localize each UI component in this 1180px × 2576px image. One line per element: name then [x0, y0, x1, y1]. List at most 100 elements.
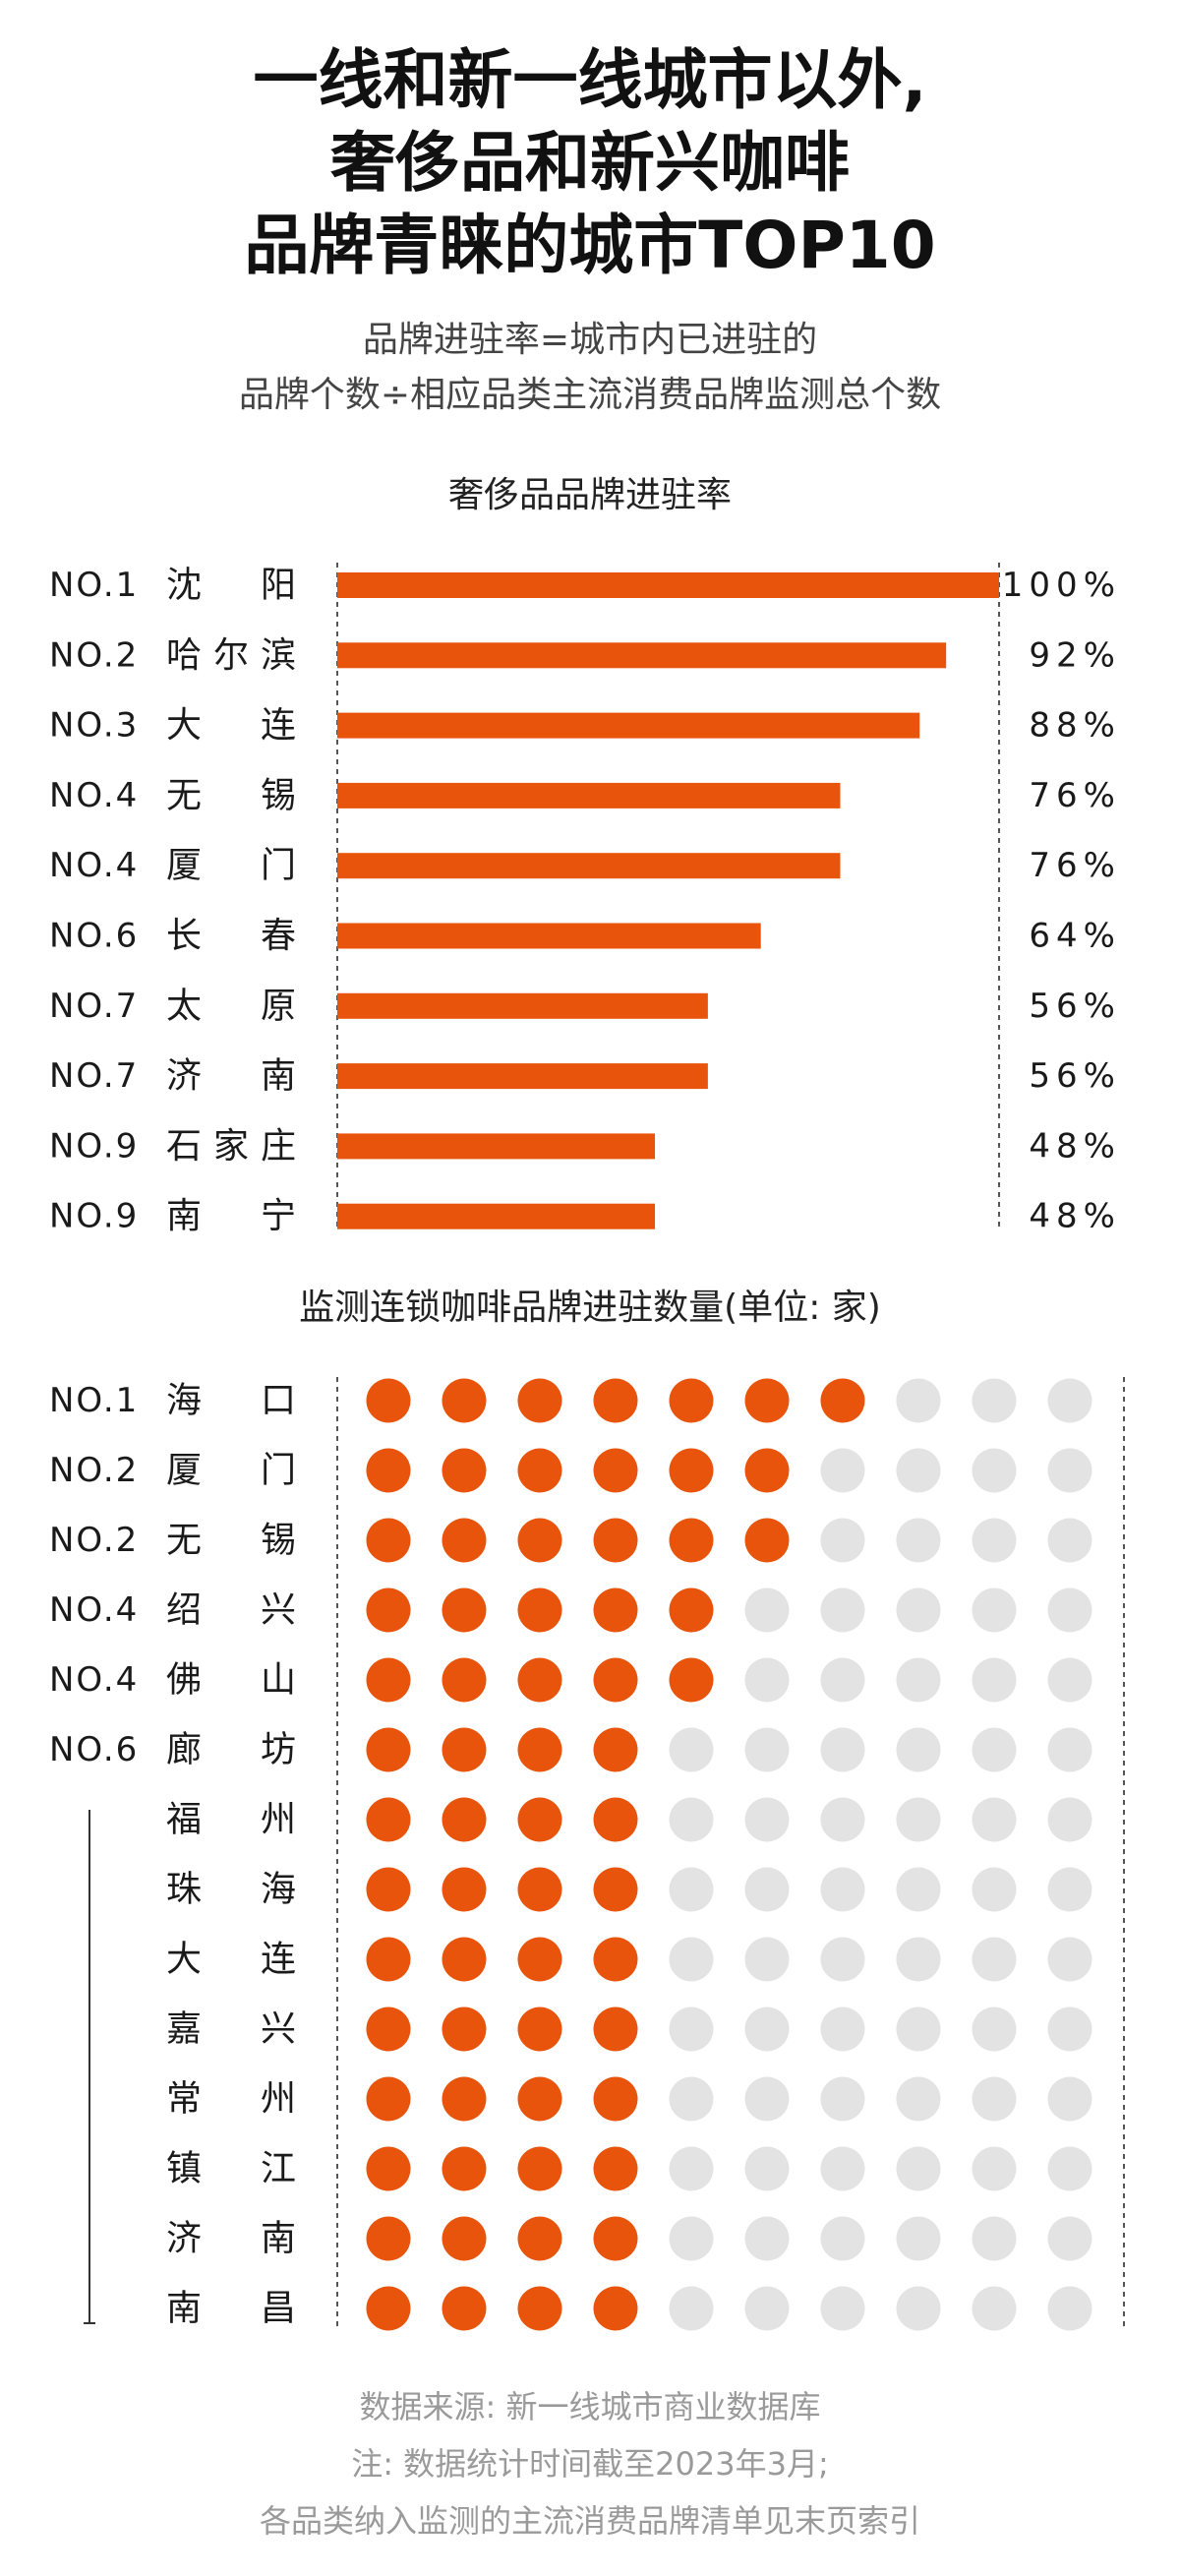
coffee-dot-filled	[517, 2286, 562, 2331]
footer-note-2: 各品类纳入监测的主流消费品牌清单见末页索引	[259, 2502, 920, 2540]
coffee-dot-empty	[896, 1378, 941, 1423]
coffee-city-label-char: 佛	[166, 1660, 202, 1701]
coffee-dot-empty	[744, 1797, 790, 1842]
luxury-rank-label: NO.6	[49, 917, 139, 956]
coffee-dot-empty	[669, 1797, 714, 1842]
coffee-dot-filled	[593, 1797, 638, 1842]
coffee-dot-empty	[1047, 1588, 1092, 1633]
coffee-dot-empty	[1047, 2007, 1092, 2052]
luxury-city-label-char: 南	[166, 1196, 202, 1236]
coffee-dot-empty	[1047, 1657, 1092, 1703]
footer: 数据来源: 新一线城市商业数据库 注: 数据统计时间截至2023年3月; 各品类…	[0, 2378, 1180, 2549]
footer-note: 注: 数据统计时间截至2023年3月;	[351, 2445, 829, 2483]
luxury-bar	[337, 1133, 656, 1160]
coffee-city-label-char: 坊	[261, 1730, 296, 1770]
coffee-dot-filled	[366, 1797, 411, 1842]
luxury-city-label-char: 哈	[166, 635, 202, 676]
coffee-dot-filled	[442, 1797, 487, 1842]
coffee-dot-empty	[820, 2007, 865, 2052]
coffee-dot-filled	[442, 1727, 487, 1772]
coffee-dot-empty	[972, 1588, 1017, 1633]
coffee-dot-empty	[972, 1657, 1017, 1703]
coffee-city-label-char: 南	[261, 2219, 296, 2259]
coffee-city-label-char: 镇	[166, 2149, 202, 2189]
subtitle-line-1: 品牌进驻率=城市内已进驻的	[362, 320, 818, 360]
coffee-city-label-char: 廊	[166, 1730, 202, 1770]
coffee-city-label-char: 珠	[166, 1870, 202, 1910]
luxury-city-label-char: 大	[166, 705, 202, 746]
coffee-dot-empty	[820, 2216, 865, 2261]
coffee-dot-empty	[1047, 2146, 1092, 2191]
coffee-dot-filled	[744, 1518, 790, 1563]
coffee-dot-filled	[366, 1518, 411, 1563]
luxury-bar	[337, 1203, 656, 1229]
coffee-dot-empty	[820, 1518, 865, 1563]
coffee-dot-empty	[744, 2076, 790, 2122]
luxury-city-label-char: 沈	[166, 566, 202, 606]
luxury-value-label: 76%	[1029, 776, 1121, 815]
luxury-city-label-char: 宁	[261, 1196, 296, 1236]
coffee-dot-empty	[1047, 1448, 1092, 1493]
coffee-dot-empty	[669, 2146, 714, 2191]
coffee-dot-empty	[1047, 1937, 1092, 1982]
luxury-rank-label: NO.4	[49, 846, 139, 885]
coffee-dot-empty	[972, 2146, 1017, 2191]
luxury-city-label-char: 庄	[261, 1126, 296, 1167]
coffee-city-label-char: 海	[166, 1381, 202, 1421]
coffee-dot-filled	[593, 1937, 638, 1982]
luxury-city-label-char: 滨	[261, 635, 296, 676]
luxury-city-label-char: 门	[261, 846, 296, 886]
coffee-dot-filled	[517, 1518, 562, 1563]
coffee-dot-empty	[896, 2076, 941, 2122]
coffee-dot-empty	[972, 2007, 1017, 2052]
coffee-dot-empty	[896, 1657, 941, 1703]
coffee-dot-empty	[820, 1937, 865, 1982]
luxury-city-label-char: 石	[166, 1126, 202, 1167]
coffee-dot-empty	[896, 1588, 941, 1633]
coffee-dot-empty	[820, 1727, 865, 1772]
luxury-value-label: 100%	[1002, 566, 1121, 605]
coffee-dot-filled	[593, 1378, 638, 1423]
luxury-bar	[337, 853, 841, 879]
coffee-dot-empty	[896, 1727, 941, 1772]
luxury-city-label-char: 南	[261, 1056, 296, 1097]
coffee-dot-filled	[593, 2286, 638, 2331]
luxury-city-label-char: 家	[213, 1126, 249, 1167]
luxury-rank-label: NO.9	[49, 1197, 139, 1236]
luxury-bar	[337, 923, 761, 949]
title-line-1: 一线和新一线城市以外,	[253, 42, 927, 118]
luxury-city-label-char: 厦	[166, 846, 202, 886]
coffee-dot-filled	[366, 2216, 411, 2261]
coffee-city-label-char: 门	[261, 1451, 296, 1491]
coffee-dot-filled	[366, 1937, 411, 1982]
coffee-dot-filled	[517, 2146, 562, 2191]
coffee-dot-filled	[593, 1867, 638, 1912]
coffee-dot-filled	[442, 2216, 487, 2261]
coffee-dot-empty	[744, 1867, 790, 1912]
page-title: 一线和新一线城市以外, 奢侈品和新兴咖啡 品牌青睐的城市TOP10	[0, 39, 1180, 287]
coffee-city-label-char: 锡	[261, 1521, 296, 1561]
coffee-city-label-char: 海	[261, 1870, 296, 1910]
coffee-dot-empty	[896, 2286, 941, 2331]
coffee-dot-empty	[669, 2216, 714, 2261]
footer-source: 数据来源: 新一线城市商业数据库	[359, 2388, 821, 2426]
coffee-dot-filled	[593, 2076, 638, 2122]
coffee-dot-empty	[896, 1867, 941, 1912]
luxury-rank-label: NO.7	[49, 987, 139, 1026]
coffee-dot-filled	[366, 2076, 411, 2122]
luxury-city-label-char: 长	[166, 916, 202, 956]
coffee-dot-filled	[517, 1588, 562, 1633]
coffee-dot-empty	[1047, 2216, 1092, 2261]
coffee-dot-filled	[593, 2146, 638, 2191]
coffee-city-label-char: 绍	[166, 1590, 202, 1631]
coffee-city-label-char: 山	[261, 1660, 296, 1701]
coffee-dot-filled	[442, 2286, 487, 2331]
coffee-dot-empty	[820, 1797, 865, 1842]
coffee-city-label-char: 州	[261, 1800, 296, 1840]
luxury-bar	[337, 782, 841, 809]
coffee-dot-empty	[820, 1448, 865, 1493]
coffee-city-label-char: 无	[166, 1521, 202, 1561]
coffee-dot-empty	[744, 1588, 790, 1633]
coffee-dot-filled	[669, 1588, 714, 1633]
coffee-dot-filled	[744, 1378, 790, 1423]
